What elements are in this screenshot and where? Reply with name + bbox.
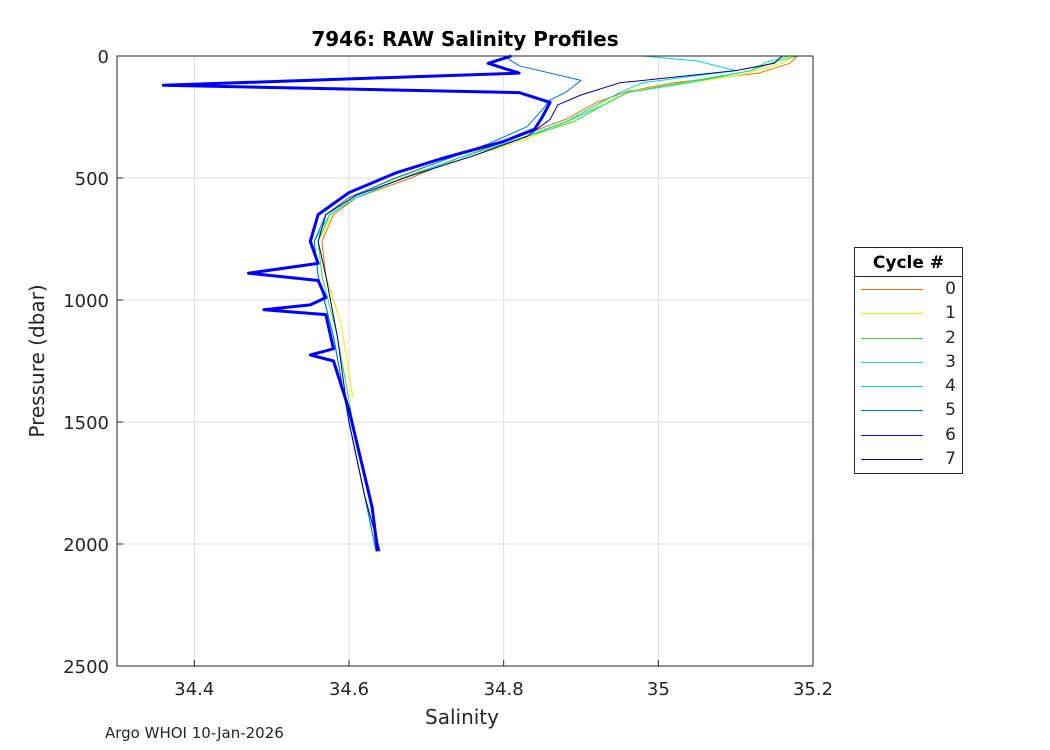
legend-label: 2	[945, 327, 956, 348]
legend-item-cycle-6: 6	[855, 423, 962, 447]
legend: Cycle # 0 1 2 3 4 5 6 7	[854, 247, 963, 474]
legend-swatch	[861, 361, 923, 363]
legend-label: 1	[945, 303, 956, 324]
x-tick-label: 34.8	[484, 679, 524, 700]
legend-item-cycle-4: 4	[855, 374, 962, 398]
legend-swatch	[861, 289, 923, 290]
y-tick-label: 0	[98, 47, 109, 68]
series-line-cycle-0	[321, 55, 798, 313]
series-line-cycle-6	[161, 54, 552, 552]
y-tick-label: 500	[75, 169, 109, 190]
legend-label: 3	[945, 351, 956, 372]
legend-swatch	[861, 459, 923, 461]
legend-label: 4	[945, 376, 956, 397]
legend-item-cycle-1: 1	[855, 301, 962, 325]
legend-item-cycle-2: 2	[855, 326, 962, 350]
legend-swatch	[861, 313, 923, 315]
legend-label: 7	[945, 449, 956, 470]
legend-label: 0	[945, 279, 956, 299]
legend-item-cycle-0: 0	[855, 277, 962, 301]
series-line-cycle-4	[313, 55, 737, 552]
series-group	[161, 54, 798, 552]
y-axis-label: Pressure (dbar)	[25, 284, 49, 437]
x-tick-label: 34.6	[329, 679, 369, 700]
y-tick-label: 2500	[63, 657, 109, 678]
chart-title: 7946: RAW Salinity Profiles	[311, 27, 618, 51]
series-line-cycle-7	[317, 55, 783, 552]
x-axis-label: Salinity	[425, 705, 499, 729]
legend-swatch	[861, 337, 923, 339]
series-line-cycle-1	[317, 55, 794, 398]
series-line-cycle-2	[317, 55, 798, 552]
legend-swatch	[861, 410, 923, 412]
grid-lines	[117, 55, 814, 667]
legend-swatch	[861, 386, 923, 388]
legend-item-cycle-3: 3	[855, 350, 962, 374]
x-tick-label: 34.4	[174, 679, 214, 700]
legend-item-cycle-7: 7	[855, 447, 962, 471]
y-tick-label: 2000	[63, 535, 109, 556]
footer-credit: Argo WHOI 10-Jan-2026	[105, 724, 284, 742]
series-line-cycle-3	[313, 55, 790, 552]
legend-swatch	[861, 434, 923, 436]
x-tick-label: 35.2	[793, 679, 833, 700]
ticks-group: 34.4 34.6 34.8 35 35.2 0 500 1000 1500 2000 2500	[63, 47, 833, 700]
y-tick-label: 1000	[63, 291, 109, 312]
legend-items: 0 1 2 3 4 5 6 7	[855, 277, 962, 471]
x-tick-label: 35	[647, 679, 670, 700]
y-tick-label: 1500	[63, 413, 109, 434]
legend-item-cycle-5: 5	[855, 398, 962, 422]
legend-label: 5	[945, 400, 956, 421]
legend-label: 6	[945, 424, 956, 445]
legend-title: Cycle #	[855, 248, 962, 277]
series-line-cycle-5	[313, 55, 582, 552]
plot-area-frame	[116, 55, 814, 667]
